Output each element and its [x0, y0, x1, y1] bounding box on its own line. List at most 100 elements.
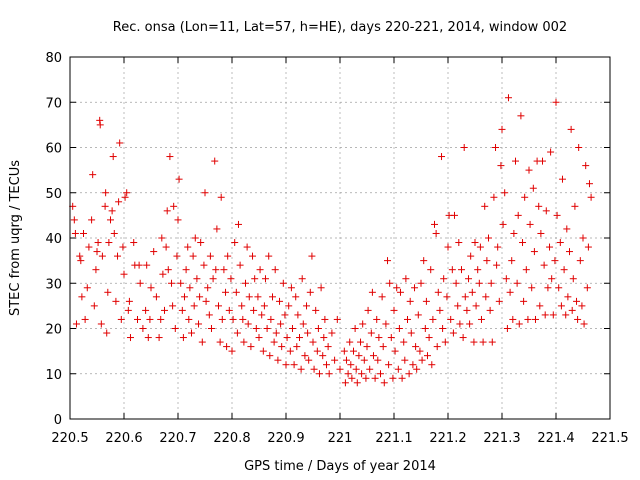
- data-point: [422, 297, 430, 305]
- data-point: [259, 347, 267, 355]
- data-point: [558, 175, 566, 183]
- data-point: [441, 338, 449, 346]
- data-point: [493, 261, 501, 269]
- data-point: [265, 252, 273, 260]
- data-point: [549, 311, 557, 319]
- data-point: [585, 180, 593, 188]
- data-point: [448, 266, 456, 274]
- data-point: [166, 153, 174, 161]
- data-point: [121, 193, 129, 201]
- data-point: [236, 261, 244, 269]
- data-point: [250, 306, 258, 314]
- data-point: [344, 370, 352, 378]
- data-point: [353, 379, 361, 387]
- data-point: [269, 293, 276, 301]
- data-point: [101, 202, 109, 210]
- data-point: [557, 302, 565, 310]
- data-point: [368, 288, 376, 296]
- data-point: [407, 329, 415, 337]
- data-point: [566, 248, 573, 256]
- data-point: [514, 211, 522, 219]
- data-point: [387, 334, 395, 342]
- y-tick-label: 80: [45, 51, 62, 66]
- data-point: [174, 216, 182, 224]
- data-point: [243, 243, 251, 251]
- data-point: [492, 144, 500, 151]
- data-point: [351, 325, 359, 332]
- data-point: [494, 243, 502, 251]
- data-point: [587, 193, 595, 201]
- data-point: [579, 234, 587, 242]
- data-point: [258, 311, 266, 319]
- data-point: [125, 297, 133, 305]
- data-point: [134, 315, 141, 323]
- data-point: [341, 379, 349, 387]
- data-point: [207, 325, 215, 332]
- x-tick-label: 220.8: [213, 431, 250, 446]
- data-point: [109, 153, 117, 161]
- data-point: [395, 325, 403, 332]
- data-point: [112, 297, 120, 305]
- data-point: [546, 243, 554, 251]
- data-point: [107, 216, 114, 224]
- data-point: [414, 311, 422, 319]
- data-point: [582, 162, 590, 170]
- data-point: [251, 275, 259, 283]
- data-point: [206, 252, 214, 260]
- data-point: [402, 275, 410, 283]
- data-point: [325, 370, 333, 378]
- data-point: [260, 302, 268, 310]
- data-point: [542, 207, 550, 215]
- data-point: [562, 311, 570, 319]
- data-point: [323, 361, 330, 369]
- data-point: [412, 343, 420, 351]
- data-point: [120, 270, 128, 278]
- data-point: [454, 302, 462, 310]
- data-point: [240, 338, 248, 346]
- data-point: [553, 211, 561, 219]
- data-point: [189, 252, 197, 260]
- data-point: [497, 162, 505, 170]
- data-point: [443, 293, 451, 301]
- data-point: [281, 311, 289, 319]
- data-point: [458, 266, 465, 274]
- data-point: [135, 261, 143, 269]
- data-point: [205, 311, 213, 319]
- data-point: [429, 315, 437, 323]
- data-point: [584, 243, 592, 251]
- data-point: [540, 261, 548, 269]
- x-tick-label: 220.6: [105, 431, 142, 446]
- data-point: [421, 325, 429, 332]
- data-point: [256, 266, 264, 274]
- data-point: [580, 320, 588, 328]
- data-point: [578, 302, 586, 310]
- data-point: [396, 288, 404, 296]
- data-point: [440, 275, 448, 283]
- data-point: [506, 288, 514, 296]
- data-point: [188, 329, 195, 337]
- data-point: [282, 361, 290, 369]
- y-tick-label: 10: [45, 368, 62, 383]
- data-point: [98, 252, 106, 260]
- data-point: [117, 315, 125, 323]
- x-tick-label: 221.4: [537, 431, 574, 446]
- data-point: [261, 275, 269, 283]
- data-point: [218, 315, 226, 323]
- data-point: [161, 306, 168, 314]
- data-point: [400, 338, 408, 346]
- data-point: [178, 306, 186, 314]
- data-point: [306, 288, 314, 296]
- y-tick-label: 30: [45, 277, 62, 292]
- data-point: [333, 315, 341, 323]
- data-point: [179, 334, 187, 342]
- data-point: [404, 315, 411, 323]
- data-point: [485, 234, 492, 242]
- data-point: [90, 302, 98, 310]
- data-point: [528, 284, 536, 292]
- data-points: [69, 94, 595, 387]
- data-point: [184, 243, 192, 251]
- data-point: [391, 347, 399, 355]
- data-point: [576, 257, 584, 265]
- data-point: [225, 306, 233, 314]
- data-point: [375, 334, 383, 342]
